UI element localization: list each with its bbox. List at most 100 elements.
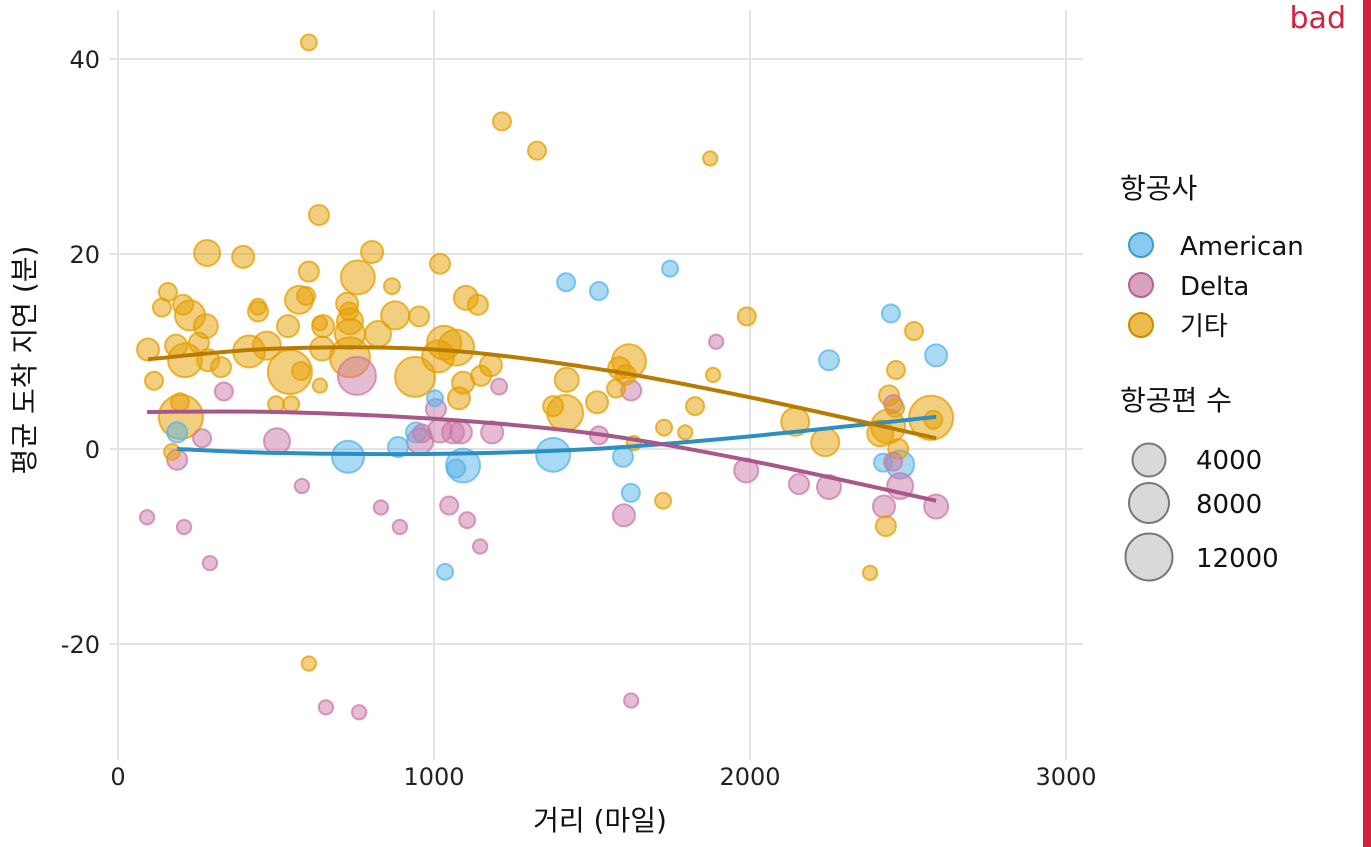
point-other (297, 260, 320, 283)
size-key-4000 (1131, 442, 1167, 478)
point-delta (350, 704, 368, 721)
point-delta (439, 495, 460, 516)
point-other (861, 564, 879, 581)
point-delta (317, 699, 335, 716)
point-delta (871, 494, 896, 519)
point-other (290, 361, 311, 381)
x-tick-label: 1000 (403, 763, 464, 791)
point-other (383, 277, 401, 296)
point-other (144, 370, 165, 391)
point-delta (192, 428, 213, 449)
size-key-8000 (1128, 482, 1170, 524)
point-delta (623, 692, 640, 709)
point-other (300, 655, 317, 672)
point-other (470, 364, 493, 387)
color-legend-title: 항공사 (1120, 172, 1197, 205)
point-other (655, 418, 674, 437)
trend-line-other (147, 345, 937, 441)
point-american (535, 436, 572, 473)
point-other (296, 285, 317, 306)
point-other (364, 319, 393, 348)
point-other (339, 259, 376, 296)
point-american (818, 349, 840, 372)
point-other (210, 356, 233, 379)
point-american (620, 482, 641, 503)
y-axis-ticks: -20 0 20 40 (61, 46, 100, 659)
point-american (436, 562, 455, 581)
point-delta (708, 333, 725, 350)
point-american (880, 303, 901, 324)
trend-line-american (177, 414, 937, 457)
size-label-8000: 8000 (1196, 490, 1262, 520)
point-other (408, 305, 431, 328)
point-other (151, 297, 172, 318)
point-other (677, 424, 694, 441)
point-american (588, 281, 609, 302)
point-other (704, 366, 722, 384)
point-other (466, 293, 489, 316)
point-american (166, 421, 189, 444)
point-american (386, 436, 409, 459)
y-tick-label: 20 (69, 241, 100, 269)
point-delta (816, 474, 842, 501)
point-other (702, 150, 719, 167)
point-delta (490, 377, 509, 396)
point-other (810, 427, 841, 458)
bad-label: bad (1290, 1, 1346, 36)
point-other (491, 111, 512, 132)
point-american (924, 343, 949, 368)
y-axis-title: 평균 도착 지연 (분) (8, 246, 41, 475)
point-other (429, 252, 452, 275)
color-legend: 항공사 American Delta 기타 (1120, 172, 1304, 342)
point-other (446, 386, 471, 411)
point-delta (175, 518, 193, 536)
point-other (874, 515, 897, 538)
y-tick-label: -20 (61, 631, 100, 659)
x-tick-label: 0 (110, 763, 125, 791)
point-delta (372, 499, 390, 516)
point-delta (787, 473, 810, 496)
point-american (425, 389, 444, 408)
point-other (163, 442, 181, 461)
point-other (585, 390, 610, 415)
point-other (282, 395, 301, 414)
point-other (685, 396, 706, 417)
point-other (885, 398, 906, 419)
point-delta (611, 503, 636, 528)
point-other (736, 306, 757, 327)
point-delta (293, 477, 311, 495)
point-american (446, 458, 467, 479)
point-other (339, 301, 359, 322)
point-other (654, 491, 673, 510)
point-other (267, 395, 285, 414)
point-other (542, 395, 565, 418)
legend-key-delta (1128, 272, 1154, 298)
legend-label-other: 기타 (1180, 312, 1228, 342)
point-other (251, 330, 282, 361)
point-delta (411, 423, 432, 444)
bad-indicator-bar (1363, 0, 1371, 847)
point-delta (262, 427, 291, 456)
point-american (331, 439, 366, 474)
point-delta (883, 451, 904, 472)
point-american (661, 259, 680, 278)
point-other (187, 331, 210, 354)
point-other (307, 204, 330, 226)
point-other (311, 377, 329, 394)
x-tick-label: 3000 (1035, 763, 1096, 791)
gridlines (110, 10, 1083, 760)
point-delta (201, 554, 219, 572)
point-other (164, 333, 189, 358)
size-legend: 항공편 수 4000 8000 12000 (1120, 384, 1279, 582)
point-other (527, 140, 548, 161)
point-other (275, 314, 301, 339)
point-american (556, 272, 577, 293)
legend-key-american (1128, 232, 1154, 258)
point-other (606, 378, 627, 399)
point-delta (448, 420, 473, 445)
point-other (136, 337, 161, 362)
point-delta (138, 509, 156, 526)
point-delta (472, 538, 489, 555)
point-other (553, 366, 580, 393)
